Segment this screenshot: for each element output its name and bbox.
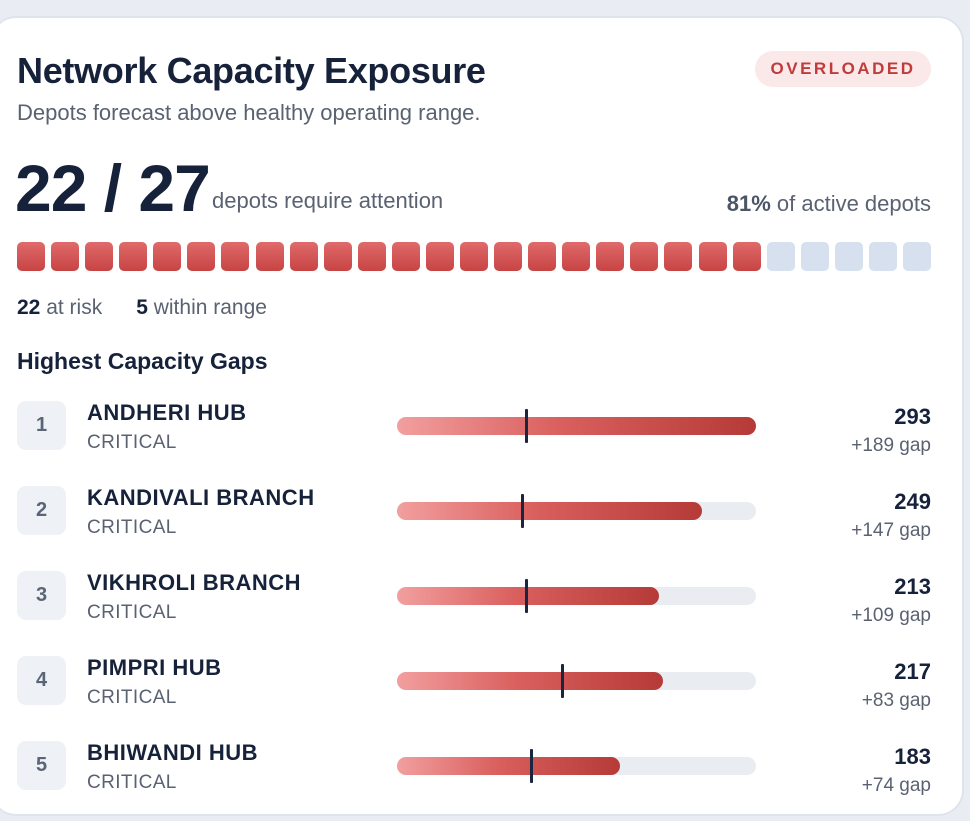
segment-at-risk bbox=[289, 242, 318, 271]
segment-at-risk bbox=[630, 242, 659, 271]
segment-at-risk bbox=[391, 242, 420, 271]
depot-status: CRITICAL bbox=[87, 432, 177, 453]
capacity-track bbox=[397, 409, 756, 443]
percent-value: 81% bbox=[726, 191, 771, 216]
segment-within-range bbox=[766, 242, 795, 271]
capacity-fill bbox=[397, 757, 620, 775]
threshold-marker bbox=[521, 494, 525, 528]
threshold-marker bbox=[524, 579, 528, 613]
card-content: Network Capacity Exposure Depots forecas… bbox=[0, 50, 970, 796]
depot-status: CRITICAL bbox=[87, 602, 177, 623]
segment-at-risk bbox=[562, 242, 591, 271]
segment-at-risk bbox=[425, 242, 454, 271]
depot-value: 213 bbox=[894, 574, 931, 599]
capacity-fill bbox=[397, 587, 660, 605]
percent-caption: of active depots bbox=[770, 191, 931, 216]
threshold-marker bbox=[524, 409, 528, 443]
segment-at-risk bbox=[460, 242, 488, 271]
depot-gap: +74 gap bbox=[861, 775, 931, 796]
rank-badge: 2 bbox=[17, 486, 66, 535]
depot-name: ANDHERI HUB bbox=[87, 400, 247, 425]
status-badge: OVERLOADED bbox=[755, 51, 931, 87]
segment-at-risk bbox=[85, 242, 114, 271]
depot-gap: +109 gap bbox=[851, 605, 931, 626]
depot-gap: +147 gap bbox=[851, 520, 931, 541]
segment-within-range bbox=[903, 242, 931, 271]
segment-within-range bbox=[834, 242, 863, 271]
depot-name: BHIWANDI HUB bbox=[87, 740, 258, 765]
capacity-fill bbox=[397, 417, 756, 435]
list-item[interactable]: 3 VIKHROLI BRANCH CRITICAL 213 +109 gap bbox=[0, 570, 970, 651]
depot-status: CRITICAL bbox=[87, 687, 177, 708]
capacity-fill bbox=[397, 672, 663, 690]
depot-name: VIKHROLI BRANCH bbox=[87, 570, 302, 595]
depot-status: CRITICAL bbox=[87, 772, 177, 793]
segment-within-range bbox=[868, 242, 897, 271]
within-range-label: within range bbox=[147, 296, 267, 319]
capacity-track bbox=[397, 749, 756, 783]
capacity-track bbox=[397, 664, 756, 698]
segment-at-risk bbox=[119, 242, 148, 271]
card-title: Network Capacity Exposure bbox=[17, 50, 486, 91]
threshold-marker bbox=[530, 749, 534, 783]
segment-at-risk bbox=[221, 242, 250, 271]
depot-name: PIMPRI HUB bbox=[87, 655, 222, 680]
segment-at-risk bbox=[323, 242, 352, 271]
segment-at-risk bbox=[357, 242, 386, 271]
depot-segment-bar bbox=[17, 242, 931, 271]
segment-at-risk bbox=[153, 242, 182, 271]
segment-within-range bbox=[800, 242, 829, 271]
card-subtitle: Depots forecast above healthy operating … bbox=[17, 100, 481, 125]
segment-at-risk bbox=[17, 242, 45, 271]
depot-value: 183 bbox=[894, 744, 931, 769]
attention-caption: depots require attention bbox=[212, 188, 444, 213]
rank-badge: 3 bbox=[17, 571, 66, 620]
depot-gap: +83 gap bbox=[861, 690, 931, 711]
segment-at-risk bbox=[187, 242, 216, 271]
segment-at-risk bbox=[596, 242, 625, 271]
depot-value: 217 bbox=[894, 659, 931, 684]
list-item[interactable]: 5 BHIWANDI HUB CRITICAL 183 +74 gap bbox=[0, 740, 970, 821]
threshold-marker bbox=[560, 664, 564, 698]
within-range-count: 5 bbox=[136, 296, 148, 319]
segment-legend: 22 at risk 5 within range bbox=[17, 296, 267, 320]
segment-at-risk bbox=[255, 242, 284, 271]
segment-at-risk bbox=[698, 242, 727, 271]
attention-count: 22 / 27 bbox=[15, 151, 211, 225]
capacity-fill bbox=[397, 502, 703, 520]
capacity-track bbox=[397, 579, 756, 613]
at-risk-count: 22 bbox=[17, 296, 41, 319]
depot-value: 249 bbox=[894, 489, 931, 514]
segment-at-risk bbox=[494, 242, 523, 271]
list-item[interactable]: 1 ANDHERI HUB CRITICAL 293 +189 gap bbox=[0, 400, 970, 481]
depot-value: 293 bbox=[894, 404, 931, 429]
at-risk-label: at risk bbox=[40, 296, 103, 319]
capacity-track bbox=[397, 494, 756, 528]
segment-at-risk bbox=[664, 242, 693, 271]
list-item[interactable]: 4 PIMPRI HUB CRITICAL 217 +83 gap bbox=[0, 655, 970, 736]
active-depots-percent: 81% of active depots bbox=[727, 191, 931, 217]
list-item[interactable]: 2 KANDIVALI BRANCH CRITICAL 249 +147 gap bbox=[0, 485, 970, 566]
depot-gap: +189 gap bbox=[851, 435, 931, 456]
rank-badge: 4 bbox=[17, 656, 66, 705]
section-title: Highest Capacity Gaps bbox=[17, 348, 268, 374]
depot-status: CRITICAL bbox=[87, 517, 177, 538]
segment-at-risk bbox=[528, 242, 557, 271]
segment-at-risk bbox=[732, 242, 761, 271]
depot-name: KANDIVALI BRANCH bbox=[87, 485, 315, 510]
rank-badge: 1 bbox=[17, 401, 66, 450]
rank-badge: 5 bbox=[17, 741, 66, 790]
segment-at-risk bbox=[51, 242, 80, 271]
